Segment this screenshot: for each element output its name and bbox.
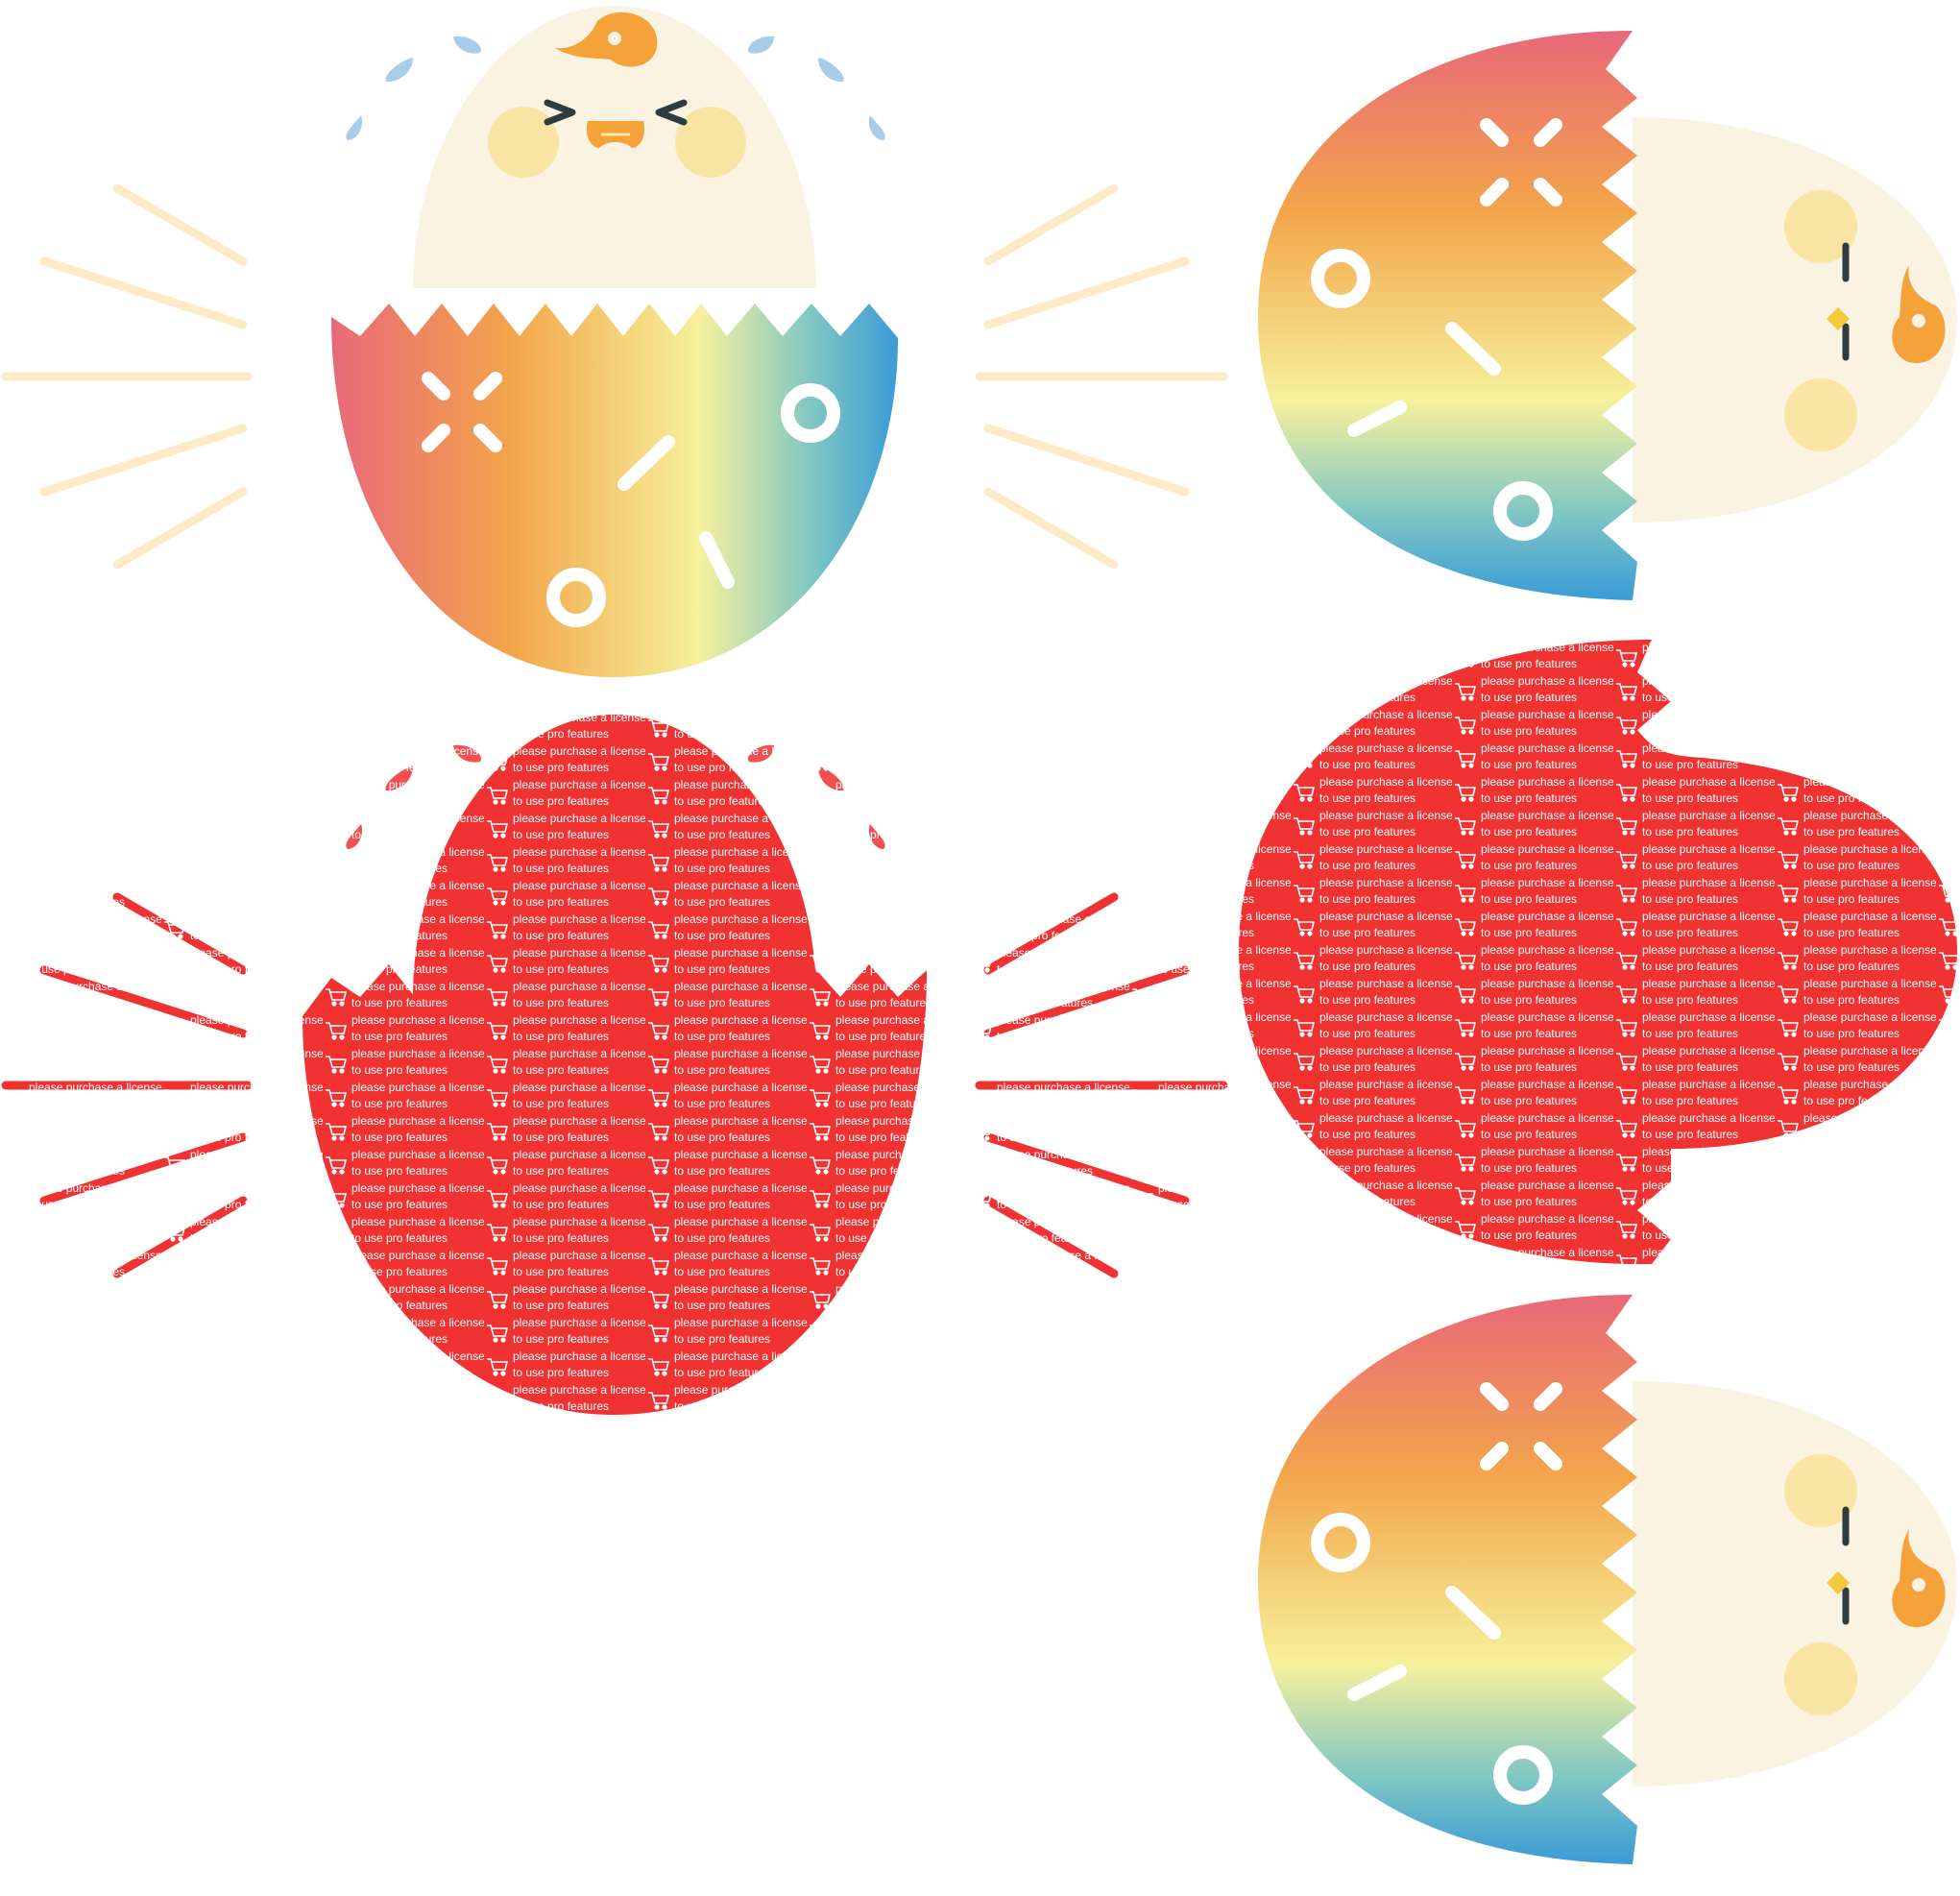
watermark-blocked-sideways [1239, 640, 1957, 1265]
top-cheek [1784, 1454, 1857, 1527]
sparkle-icon [1480, 1442, 1509, 1471]
egg-icon [413, 6, 816, 288]
ring-icon [1493, 1745, 1553, 1805]
ring-icon [1311, 1513, 1370, 1572]
burst-rays-left [1, 183, 253, 570]
ray-icon [983, 487, 1119, 570]
shell-decorations [1311, 118, 1562, 541]
tear-icon [818, 58, 844, 83]
chick-egg-sideways-illustration-top [1258, 31, 1957, 600]
watermark-egg-head [413, 715, 816, 997]
tear-icon [748, 36, 774, 54]
shell-decorations [1311, 1382, 1562, 1805]
chick-icon [488, 12, 746, 178]
sparkle-icon [473, 424, 502, 452]
dash-icon [1445, 322, 1501, 376]
shell-decorations [422, 372, 840, 627]
chick-egg-upright-illustration [1, 6, 1228, 677]
comb-dot [1912, 1578, 1925, 1592]
dash-icon [1347, 401, 1407, 437]
ray-icon [983, 183, 1119, 266]
chick-icon [1784, 1454, 1946, 1715]
dash-icon [617, 435, 675, 491]
tears-watermark [346, 744, 885, 849]
tear-icon [346, 115, 363, 140]
egg-shell-bottom [331, 304, 898, 677]
sparkle-icon [1480, 1382, 1509, 1411]
ray-icon [112, 183, 248, 266]
ray-icon [983, 424, 1190, 497]
burst-rays-right-watermark [975, 892, 1228, 1278]
ray-icon [983, 256, 1190, 329]
burst-rays-left-watermark [1, 892, 253, 1278]
ring-icon [1493, 481, 1553, 541]
chick-head [413, 6, 816, 288]
sparkle-icon [422, 372, 450, 401]
beak-icon [1827, 1571, 1850, 1594]
sparkle-icon [1480, 118, 1509, 147]
left-eye-squint-icon [544, 99, 576, 126]
sparkle-icon [473, 372, 502, 401]
comb-dot [1912, 314, 1925, 328]
comb-dot [608, 32, 621, 45]
chick-egg-sideways-illustration-bottom [1258, 1295, 1957, 1864]
bottom-cheek [1784, 1642, 1857, 1715]
tear-icon [385, 58, 413, 83]
ring-icon [781, 383, 840, 443]
dash-icon [1347, 1665, 1407, 1701]
bottom-cheek [1784, 378, 1857, 451]
watermark-egg-sideways [1239, 640, 1957, 1265]
sparkle-icon [1534, 1442, 1562, 1471]
burst-rays-right [975, 183, 1228, 570]
ring-icon [546, 568, 606, 627]
sparkle-icon [1480, 178, 1509, 207]
tear-icon [453, 36, 481, 54]
ray-icon [112, 487, 248, 570]
top-cheek [1784, 190, 1857, 263]
sparkle-icon [1534, 1382, 1562, 1411]
left-cheek [488, 107, 559, 178]
watermark-blocked-upright [1, 715, 1228, 1415]
sparkle-icon [1534, 178, 1562, 207]
tear-icon [868, 115, 885, 140]
sparkle-icon [422, 424, 450, 452]
beak-icon [1827, 307, 1850, 330]
right-cheek [675, 107, 746, 178]
ray-icon [39, 424, 248, 497]
watermark-egg-shell [302, 964, 927, 1415]
ray-icon [39, 256, 248, 329]
chick-comb [555, 12, 658, 67]
egg-shell-left [1258, 31, 1637, 600]
ring-icon [1311, 249, 1370, 308]
dash-icon [1445, 1586, 1501, 1640]
right-eye-squint-icon [655, 99, 688, 126]
sparkle-icon [1534, 118, 1562, 147]
chick-icon [1784, 190, 1946, 451]
dash-icon [699, 531, 735, 589]
egg-shell-left [1258, 1295, 1637, 1864]
tears [346, 36, 885, 140]
